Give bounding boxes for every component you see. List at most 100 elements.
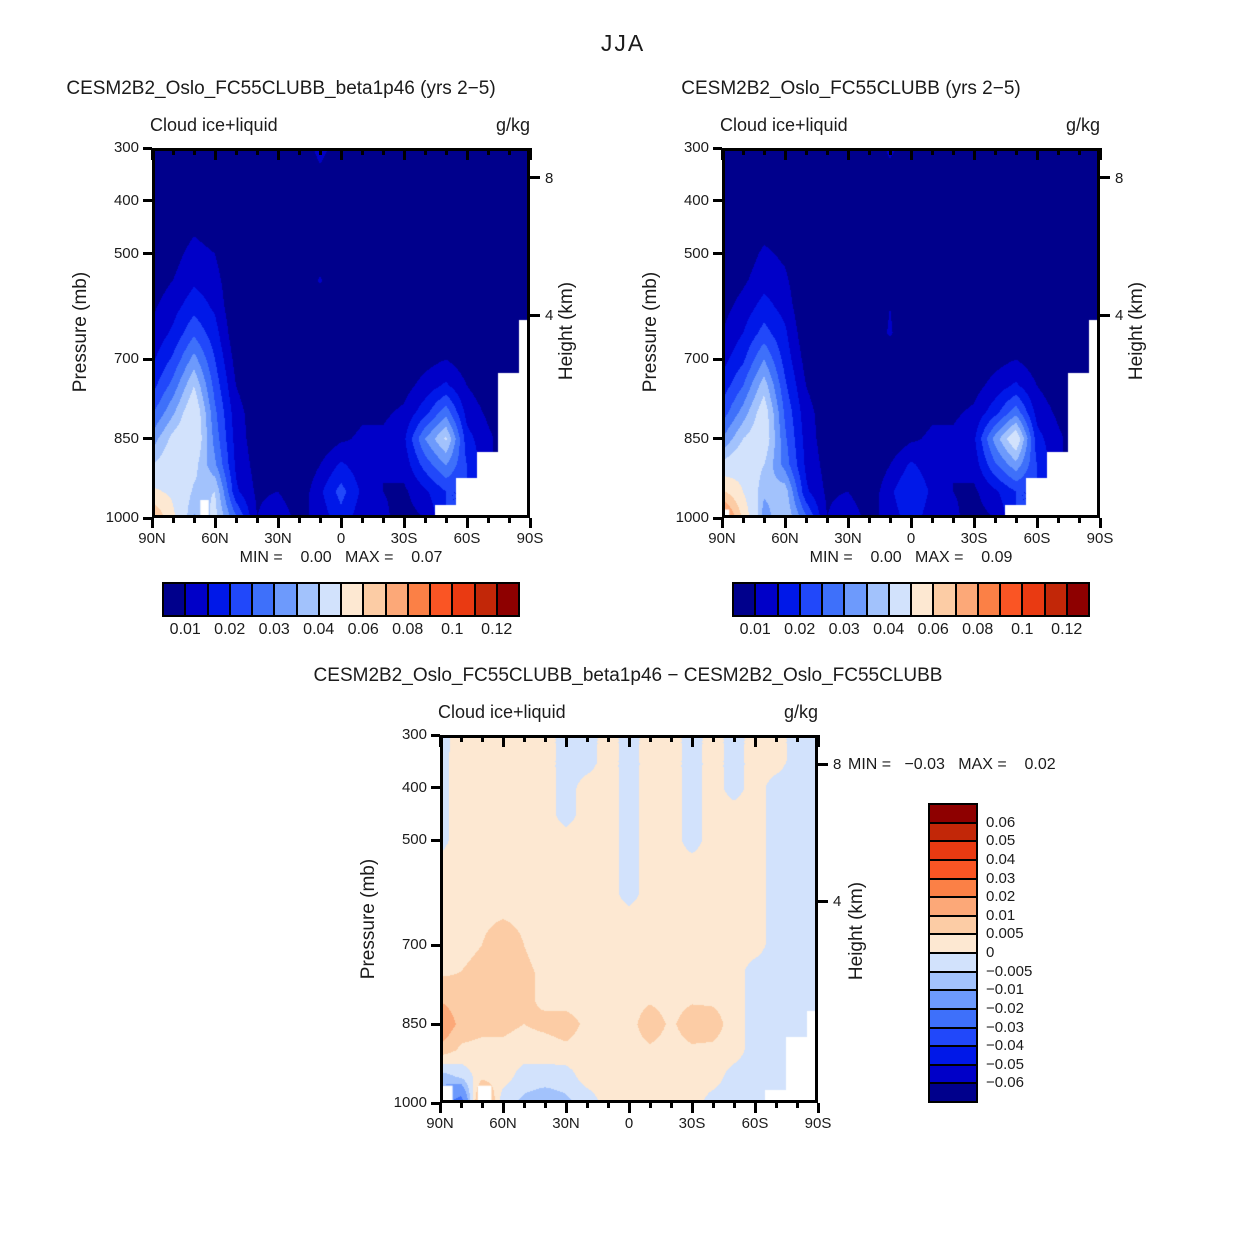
axis-tick xyxy=(530,176,540,180)
axis-tick xyxy=(648,1103,652,1108)
lat-tick-label: 30N xyxy=(264,530,292,547)
axis-tick xyxy=(585,1103,589,1108)
axis-tick xyxy=(150,518,154,528)
minmax-label: MIN = −0.03 MAX = 0.02 xyxy=(848,756,1056,773)
labelbar-cell xyxy=(756,584,777,615)
axis-tick xyxy=(720,518,724,528)
labelbar-tick-label: −0.01 xyxy=(986,981,1024,999)
panel-title: CESM2B2_Oslo_FC55CLUBB_beta1p46 − CESM2B… xyxy=(313,665,943,686)
axis-tick xyxy=(818,899,828,903)
labelbar-cell xyxy=(386,584,407,615)
pressure-tick-label: 300 xyxy=(401,726,427,743)
axis-tick xyxy=(431,786,440,790)
lat-tick-label: 0 xyxy=(336,530,346,547)
panel-variable-label: Cloud ice+liquid xyxy=(720,115,848,135)
labelbar-cell xyxy=(930,1065,976,1083)
axis-tick xyxy=(431,733,440,737)
axis-tick xyxy=(818,762,828,766)
axis-tick xyxy=(431,943,440,947)
labelbar-cell xyxy=(930,916,976,934)
labelbar-tick-label: 0.01 xyxy=(986,906,1016,924)
labelbar-tick-label: 0.12 xyxy=(1051,621,1083,638)
axis-tick xyxy=(143,146,152,150)
axis-tick xyxy=(795,735,799,742)
axis-tick xyxy=(192,148,196,155)
height-tick-label: 4 xyxy=(833,893,842,911)
labelbar-tick-label: 0 xyxy=(986,944,995,961)
axis-tick xyxy=(438,735,442,747)
axis-tick xyxy=(480,1103,484,1108)
lat-tick-label: 90S xyxy=(804,1115,832,1132)
lat-tick-label: 30S xyxy=(960,530,988,547)
axis-tick xyxy=(713,516,722,520)
axis-tick xyxy=(783,518,787,528)
axis-tick xyxy=(431,1022,440,1026)
panel-variable-label: Cloud ice+liquid xyxy=(150,115,278,135)
panel-units-label: g/kg xyxy=(495,115,530,135)
labelbar-cell xyxy=(912,584,933,615)
axis-tick xyxy=(713,199,722,203)
labelbar-cell xyxy=(800,584,821,615)
axis-tick xyxy=(713,437,722,441)
axis-tick xyxy=(753,735,757,747)
axis-tick xyxy=(713,357,722,361)
labelbar-cell xyxy=(778,584,799,615)
axis-tick xyxy=(459,1103,463,1108)
axis-tick xyxy=(276,518,280,528)
axis-tick xyxy=(381,148,385,155)
axis-tick xyxy=(360,518,364,523)
axis-tick xyxy=(846,518,850,528)
pressure-tick-label: 1000 xyxy=(675,509,709,526)
pressure-tick-label: 300 xyxy=(113,139,139,156)
labelbar-cell xyxy=(497,584,518,615)
pressure-tick-label: 500 xyxy=(683,244,709,262)
axis-tick xyxy=(438,1103,442,1113)
axis-tick xyxy=(816,735,820,747)
axis-tick xyxy=(234,148,238,155)
contour-canvas-diff xyxy=(440,735,818,1103)
lat-tick-label: 30S xyxy=(678,1115,706,1132)
axis-tick xyxy=(711,1103,715,1108)
height-tick-label: 8 xyxy=(1115,169,1124,187)
labelbar-tick-label: 0.005 xyxy=(986,925,1024,943)
labelbar-cell xyxy=(453,584,474,615)
labelbar-tick-label: −0.05 xyxy=(986,1055,1024,1073)
lat-tick-label: 30S xyxy=(390,530,418,547)
lat-tick-label: 60S xyxy=(1023,530,1051,547)
axis-tick xyxy=(339,518,343,528)
pressure-tick-label: 850 xyxy=(683,429,709,447)
labelbar-cell xyxy=(342,584,363,615)
axis-tick xyxy=(972,518,976,528)
labelbar-diff xyxy=(928,803,978,1103)
axis-tick xyxy=(213,518,217,528)
axis-tick xyxy=(627,1103,631,1113)
axis-tick xyxy=(888,518,892,523)
labelbar-cell xyxy=(1023,584,1044,615)
lat-tick-label: 0 xyxy=(624,1115,634,1132)
axis-tick xyxy=(318,148,322,155)
axis-tick xyxy=(804,148,808,155)
pressure-tick-label: 700 xyxy=(401,936,427,954)
axis-tick xyxy=(1056,518,1060,523)
axis-tick xyxy=(522,1103,526,1108)
axis-tick xyxy=(825,518,829,523)
labelbar-tick-label: −0.03 xyxy=(986,1018,1024,1036)
axis-tick xyxy=(143,437,152,441)
axis-tick xyxy=(192,518,196,523)
height-tick-label: 4 xyxy=(1115,307,1124,325)
labelbar-cell xyxy=(930,860,976,878)
axis-tick xyxy=(431,1101,440,1105)
axis-tick xyxy=(360,148,364,155)
axis-tick xyxy=(1014,518,1018,523)
labelbar-cell xyxy=(230,584,251,615)
axis-tick xyxy=(888,148,892,155)
height-tick-label: 8 xyxy=(545,169,554,187)
labelbar-cell xyxy=(1067,584,1088,615)
axis-tick xyxy=(1100,176,1110,180)
labelbar-tick-label: 0.06 xyxy=(347,621,379,638)
axis-tick xyxy=(972,148,976,160)
lat-tick-label: 60N xyxy=(201,530,229,547)
labelbar-cell xyxy=(930,1047,976,1064)
axis-tick xyxy=(816,1103,820,1113)
